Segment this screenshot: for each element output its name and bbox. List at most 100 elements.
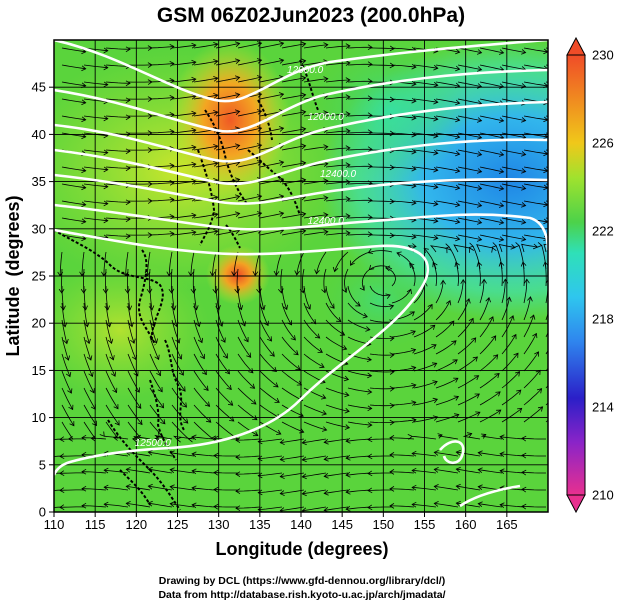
streamline-arrowhead xyxy=(191,127,197,134)
streamline-arrowhead xyxy=(341,345,348,351)
streamline xyxy=(254,251,261,276)
streamline xyxy=(456,468,481,474)
streamline-arrowhead xyxy=(213,76,219,82)
colorbar-tick-label: 214 xyxy=(592,400,614,415)
streamline xyxy=(215,387,233,406)
streamline xyxy=(235,506,261,509)
streamline-arrowhead xyxy=(367,197,373,204)
streamline-arrowhead xyxy=(157,386,163,393)
streamline-arrowhead xyxy=(67,388,73,394)
streamline xyxy=(149,131,174,134)
plot-area: 12000.0 12000.0 12400.0 12400.0 12500.0 xyxy=(38,40,548,512)
streamline xyxy=(545,98,548,100)
streamline xyxy=(54,455,63,457)
streamline-arrowhead xyxy=(81,218,87,225)
streamline-arrowhead xyxy=(188,436,194,443)
streamline xyxy=(456,502,481,508)
streamline xyxy=(171,78,196,83)
streamline-arrowhead xyxy=(191,144,197,151)
streamline xyxy=(61,353,71,377)
streamline xyxy=(127,302,133,327)
streamline xyxy=(259,319,272,342)
streamline xyxy=(105,404,120,426)
streamline-arrowhead xyxy=(80,288,87,294)
streamline xyxy=(521,505,546,508)
streamline-arrowhead xyxy=(278,211,285,217)
streamline xyxy=(545,166,548,168)
streamline-arrowhead xyxy=(144,271,151,277)
streamline-arrowhead xyxy=(103,467,109,474)
streamline-arrowhead xyxy=(125,80,131,87)
streamline-arrowhead xyxy=(433,64,439,71)
streamline xyxy=(237,404,258,421)
streamline xyxy=(171,336,182,360)
streamline xyxy=(413,115,438,120)
streamline xyxy=(127,336,137,360)
streamline xyxy=(435,183,460,189)
streamline-arrowhead xyxy=(125,501,131,507)
colorbar-tick-label: 222 xyxy=(592,224,614,239)
streamline-arrowhead xyxy=(345,437,351,444)
streamline-arrowhead xyxy=(423,247,429,254)
streamline-arrowhead xyxy=(169,214,175,220)
streamline xyxy=(105,421,119,439)
streamline-arrowhead xyxy=(476,66,483,72)
streamline xyxy=(83,336,92,361)
streamline-arrowhead xyxy=(455,82,461,89)
y-axis-label: Latitude (degrees) xyxy=(3,195,23,356)
streamline xyxy=(237,370,255,389)
streamline-arrowhead xyxy=(411,400,417,406)
streamline-arrowhead xyxy=(169,197,175,203)
streamline xyxy=(192,268,195,294)
streamline xyxy=(61,64,86,70)
streamline xyxy=(344,268,349,293)
streamline xyxy=(457,64,482,71)
streamline xyxy=(148,485,173,491)
streamline-arrowhead xyxy=(345,43,351,49)
streamline-arrowhead xyxy=(345,196,351,202)
streamline-arrowhead xyxy=(411,182,417,189)
streamline-arrowhead xyxy=(89,388,95,394)
streamline xyxy=(236,268,239,293)
y-tick-label: 15 xyxy=(32,363,46,378)
streamline-arrowhead xyxy=(213,110,219,116)
streamline xyxy=(391,64,416,68)
streamline xyxy=(170,503,195,508)
streamline-arrowhead xyxy=(86,355,93,361)
streamline-arrowhead xyxy=(278,160,285,166)
streamline xyxy=(237,212,262,219)
streamline-arrowhead xyxy=(103,47,109,54)
streamline-arrowhead xyxy=(191,502,197,509)
streamline-arrowhead xyxy=(314,269,320,275)
streamline-arrowhead xyxy=(137,419,143,426)
streamline-arrowhead xyxy=(131,354,138,361)
streamline-arrowhead xyxy=(176,436,182,443)
streamline-arrowhead xyxy=(502,278,509,284)
streamline-arrowhead xyxy=(169,129,175,135)
streamline-arrowhead xyxy=(321,288,327,294)
field-warm-west xyxy=(54,260,210,400)
streamline-arrowhead xyxy=(389,435,395,441)
streamline xyxy=(215,162,240,168)
streamline-arrowhead xyxy=(367,78,373,85)
streamline xyxy=(367,506,392,508)
streamline-arrowhead xyxy=(513,352,519,358)
streamline-arrowhead xyxy=(411,450,417,457)
streamline xyxy=(83,387,96,410)
streamline xyxy=(258,506,283,511)
streamline-arrowhead xyxy=(498,168,505,174)
streamline xyxy=(212,251,217,276)
streamline-arrowhead xyxy=(344,391,350,398)
streamline xyxy=(280,506,305,512)
streamline xyxy=(126,502,151,508)
streamline-arrowhead xyxy=(321,426,328,432)
streamline xyxy=(523,64,548,70)
streamline-arrowhead xyxy=(38,489,42,494)
streamline xyxy=(171,112,196,117)
streamline xyxy=(280,268,283,293)
streamline xyxy=(281,43,306,49)
streamline-arrowhead xyxy=(323,229,329,235)
streamline xyxy=(324,489,349,494)
streamline-arrowhead xyxy=(367,214,373,221)
streamline xyxy=(235,472,261,475)
